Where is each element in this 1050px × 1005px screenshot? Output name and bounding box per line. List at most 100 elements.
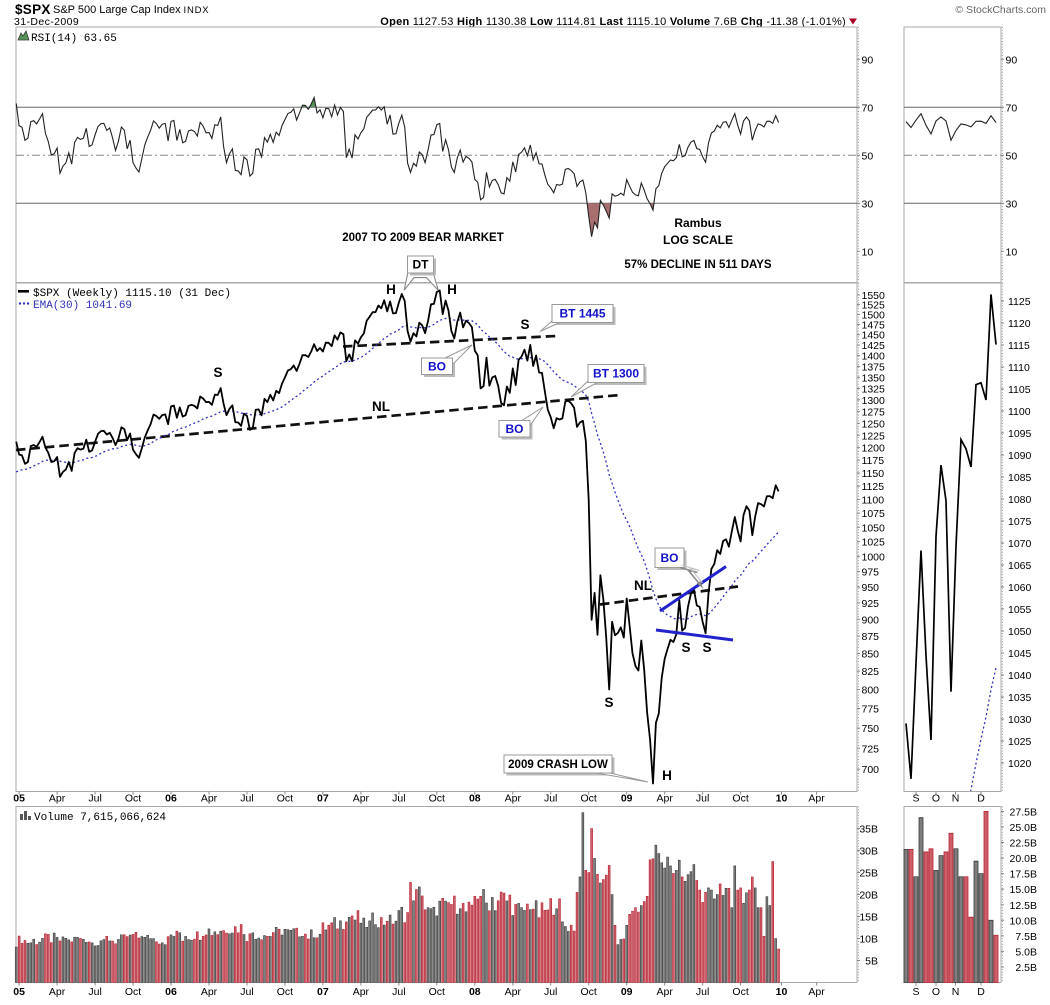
svg-text:50: 50 [862, 150, 874, 162]
svg-text:Apr: Apr [505, 986, 522, 998]
svg-text:2009 CRASH LOW: 2009 CRASH LOW [508, 759, 608, 771]
svg-text:17.5B: 17.5B [1010, 869, 1037, 881]
svg-text:1115: 1115 [1008, 340, 1030, 352]
svg-text:Apr: Apr [201, 986, 218, 998]
svg-text:N: N [952, 986, 960, 998]
svg-text:1110: 1110 [1008, 362, 1030, 374]
svg-text:BO: BO [506, 422, 524, 436]
svg-text:700: 700 [862, 764, 880, 776]
svg-text:08: 08 [469, 986, 481, 998]
svg-text:10: 10 [862, 246, 874, 258]
svg-text:10: 10 [776, 986, 788, 998]
svg-text:1060: 1060 [1008, 582, 1032, 594]
svg-text:INDX: INDX [184, 5, 210, 16]
svg-text:1550: 1550 [862, 290, 886, 302]
svg-text:1120: 1120 [1008, 318, 1031, 330]
svg-text:1475: 1475 [862, 320, 886, 332]
svg-text:1400: 1400 [862, 351, 886, 363]
svg-text:70: 70 [862, 102, 874, 114]
svg-text:Jul: Jul [392, 793, 405, 805]
svg-text:22.5B: 22.5B [1010, 838, 1037, 850]
svg-text:06: 06 [165, 793, 177, 805]
svg-text:Apr: Apr [353, 793, 370, 805]
svg-text:1025: 1025 [862, 537, 886, 549]
svg-text:O: O [932, 793, 940, 805]
svg-text:Jul: Jul [88, 986, 101, 998]
svg-text:Oct: Oct [277, 793, 293, 805]
svg-text:NL: NL [372, 399, 390, 414]
svg-text:NL: NL [634, 578, 652, 593]
svg-text:1500: 1500 [862, 310, 886, 322]
svg-text:2.5B: 2.5B [1015, 962, 1037, 974]
svg-text:H: H [662, 768, 672, 783]
svg-text:10B: 10B [859, 934, 878, 946]
svg-text:15.0B: 15.0B [1010, 884, 1037, 896]
svg-text:5.0B: 5.0B [1015, 946, 1037, 958]
svg-text:Open 1127.53 High 1130.38 Low: Open 1127.53 High 1130.38 Low 1114.81 La… [380, 16, 846, 28]
svg-text:LOG SCALE: LOG SCALE [663, 233, 733, 247]
svg-text:S: S [702, 640, 711, 655]
svg-text:Oct: Oct [429, 986, 445, 998]
svg-text:1325: 1325 [862, 384, 886, 396]
svg-text:BO: BO [661, 551, 679, 565]
svg-text:S: S [213, 365, 222, 380]
svg-text:1100: 1100 [862, 495, 885, 507]
svg-text:925: 925 [862, 598, 880, 610]
svg-text:950: 950 [862, 582, 880, 594]
svg-text:10.0B: 10.0B [1010, 915, 1037, 927]
svg-text:Oct: Oct [277, 986, 293, 998]
svg-text:D: D [977, 793, 985, 805]
svg-text:12.5B: 12.5B [1010, 900, 1037, 912]
svg-text:1350: 1350 [862, 372, 886, 384]
svg-text:S: S [912, 986, 919, 998]
svg-text:750: 750 [862, 723, 880, 735]
svg-text:$SPX: $SPX [15, 2, 51, 17]
svg-text:1050: 1050 [1008, 626, 1032, 638]
svg-text:Jul: Jul [240, 986, 253, 998]
svg-text:875: 875 [862, 631, 880, 643]
svg-text:850: 850 [862, 648, 880, 660]
svg-text:1070: 1070 [1008, 538, 1032, 550]
svg-text:1125: 1125 [862, 481, 885, 493]
svg-text:Volume 7,615,066,624: Volume 7,615,066,624 [34, 812, 166, 824]
svg-text:1425: 1425 [862, 340, 886, 352]
svg-text:Oct: Oct [581, 793, 597, 805]
svg-text:EMA(30) 1041.69: EMA(30) 1041.69 [33, 300, 132, 312]
svg-text:1030: 1030 [1008, 714, 1032, 726]
svg-text:09: 09 [621, 986, 633, 998]
svg-text:07: 07 [317, 986, 329, 998]
svg-text:975: 975 [862, 567, 880, 579]
svg-text:BT 1300: BT 1300 [593, 367, 639, 381]
svg-text:$SPX (Weekly) 1115.10 (31 Dec): $SPX (Weekly) 1115.10 (31 Dec) [33, 288, 231, 300]
svg-text:825: 825 [862, 666, 880, 678]
svg-text:N: N [952, 793, 960, 805]
svg-text:900: 900 [862, 614, 880, 626]
svg-text:05: 05 [13, 986, 25, 998]
svg-text:H: H [447, 282, 457, 297]
svg-text:© StockCharts.com: © StockCharts.com [955, 4, 1046, 16]
svg-text:2007 TO 2009 BEAR MARKET: 2007 TO 2009 BEAR MARKET [342, 232, 503, 244]
svg-text:Rambus: Rambus [674, 216, 722, 230]
svg-text:90: 90 [1006, 54, 1018, 66]
svg-text:725: 725 [862, 743, 880, 755]
svg-text:1200: 1200 [862, 443, 886, 455]
svg-text:1080: 1080 [1008, 494, 1032, 506]
svg-text:1075: 1075 [862, 508, 886, 520]
svg-text:08: 08 [469, 793, 481, 805]
svg-text:1065: 1065 [1008, 560, 1032, 572]
svg-text:Jul: Jul [696, 793, 709, 805]
svg-text:Apr: Apr [49, 986, 66, 998]
svg-text:20B: 20B [859, 890, 878, 902]
svg-text:1000: 1000 [862, 551, 886, 563]
svg-text:1105: 1105 [1008, 384, 1031, 396]
svg-text:1125: 1125 [1008, 296, 1031, 308]
svg-text:25B: 25B [859, 868, 878, 880]
svg-text:1375: 1375 [862, 361, 886, 373]
svg-text:1020: 1020 [1008, 758, 1032, 770]
svg-text:1035: 1035 [1008, 692, 1032, 704]
svg-text:Jul: Jul [544, 986, 557, 998]
svg-text:1250: 1250 [862, 418, 886, 430]
svg-text:BT 1445: BT 1445 [559, 307, 605, 321]
svg-text:S: S [681, 640, 690, 655]
svg-text:30: 30 [1006, 198, 1018, 210]
